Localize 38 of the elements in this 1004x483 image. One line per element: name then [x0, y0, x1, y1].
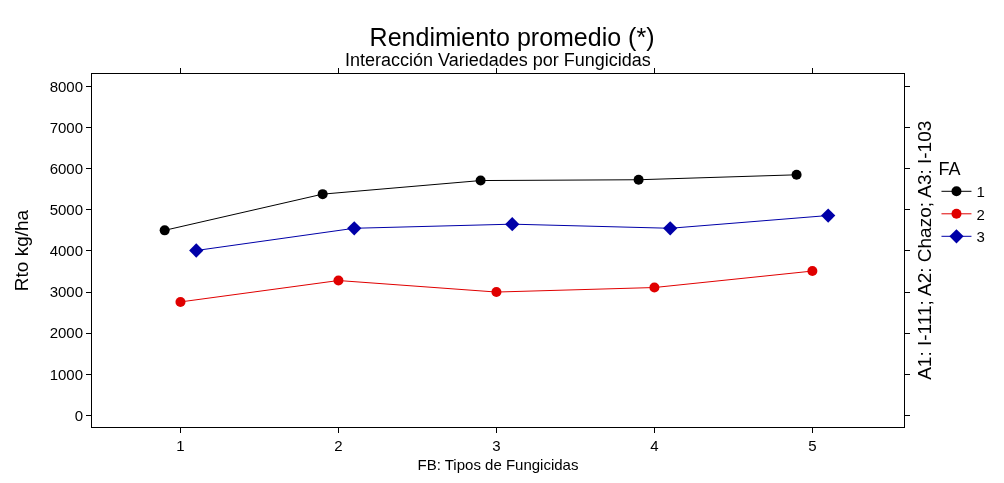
y-tick-label: 8000	[49, 77, 83, 95]
y-tick-label: 6000	[49, 159, 83, 177]
y-tick-label: 4000	[49, 242, 83, 260]
point	[791, 169, 802, 180]
y-axis-title: Rto kg/ha	[11, 209, 33, 292]
point	[317, 189, 328, 200]
point	[189, 243, 204, 258]
chart-subtitle: Interacción Variedades por Fungicidas	[345, 50, 651, 70]
legend-title: FA	[938, 159, 961, 180]
x-tick-label: 3	[492, 437, 501, 454]
point	[505, 217, 520, 232]
x-tick-label: 4	[650, 437, 659, 454]
legend-label: 1	[976, 183, 985, 201]
point	[491, 287, 502, 298]
y-tick-label: 7000	[49, 118, 83, 136]
x-tick-label: 2	[334, 437, 343, 454]
legend-label: 3	[976, 228, 985, 246]
x-axis-title: FB: Tipos de Fungicidas	[417, 456, 579, 473]
chart-title: Rendimiento promedio (*)	[369, 23, 655, 52]
y-tick-label: 2000	[49, 324, 83, 342]
point	[475, 175, 486, 186]
y-tick-label: 1000	[49, 365, 83, 383]
y-tick-label: 3000	[49, 283, 83, 301]
point	[333, 275, 344, 286]
point	[821, 208, 836, 223]
point	[649, 282, 660, 293]
point	[633, 174, 644, 185]
point	[175, 296, 186, 307]
point	[663, 221, 678, 236]
point	[159, 225, 170, 236]
y-tick-label: 5000	[49, 201, 83, 219]
x-tick-label: 5	[808, 437, 817, 454]
point	[807, 266, 818, 277]
point	[347, 221, 362, 236]
y-tick-label: 0	[74, 406, 83, 424]
x-tick-label: 1	[176, 437, 185, 454]
legend-label: 2	[976, 205, 985, 223]
y2-axis-title: A1: I-111; A2: Chazo; A3: I-103	[913, 120, 935, 380]
